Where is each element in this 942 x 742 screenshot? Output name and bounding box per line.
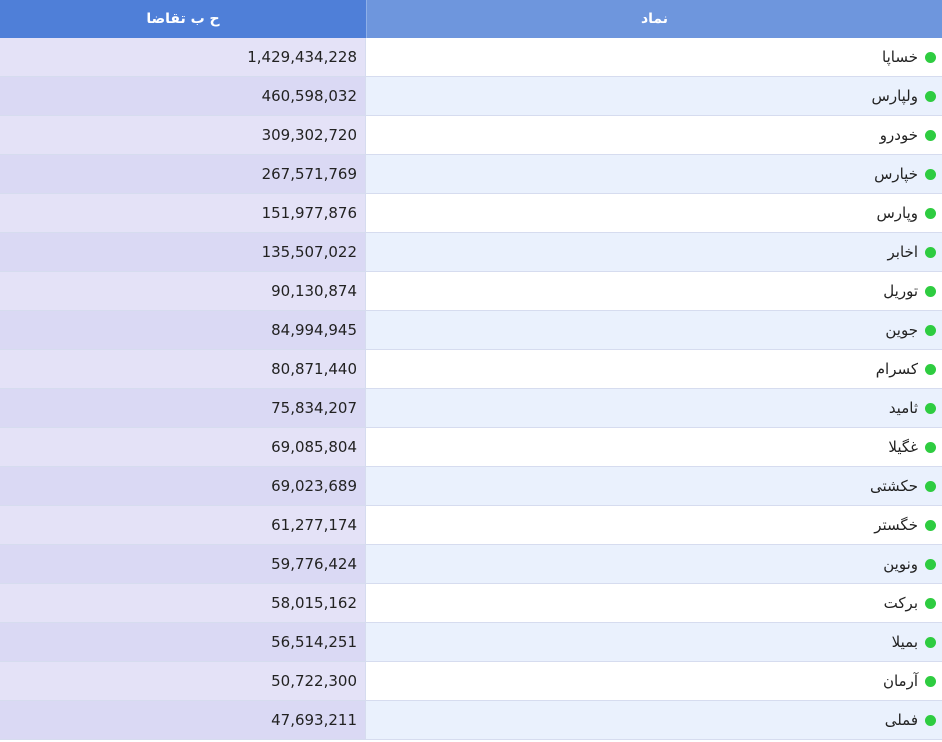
symbol-label: وپارس	[876, 204, 918, 222]
status-dot-icon	[925, 675, 936, 687]
table-row[interactable]: 69,023,689 حکشتی	[0, 467, 942, 506]
symbol-cell[interactable]: توریل	[366, 272, 942, 310]
symbol-cell[interactable]: آرمان	[366, 662, 942, 700]
demand-value-cell: 56,514,251	[0, 623, 366, 661]
table-row[interactable]: 267,571,769 خپارس	[0, 155, 942, 194]
table-row[interactable]: 58,015,162 برکت	[0, 584, 942, 623]
table-row[interactable]: 309,302,720 خودرو	[0, 116, 942, 155]
demand-value-cell: 47,693,211	[0, 701, 366, 739]
symbol-cell[interactable]: بمیلا	[366, 623, 942, 661]
demand-value-cell: 90,130,874	[0, 272, 366, 310]
status-dot-icon	[925, 519, 936, 531]
demand-value-cell: 75,834,207	[0, 389, 366, 427]
symbol-cell[interactable]: خودرو	[366, 116, 942, 154]
table-row[interactable]: 69,085,804 غگیلا	[0, 428, 942, 467]
table-row[interactable]: 61,277,174 خگستر	[0, 506, 942, 545]
demand-value-cell: 151,977,876	[0, 194, 366, 232]
demand-value-cell: 84,994,945	[0, 311, 366, 349]
demand-value-cell: 460,598,032	[0, 77, 366, 115]
symbol-cell[interactable]: غگیلا	[366, 428, 942, 466]
table-row[interactable]: 80,871,440 کسرام	[0, 350, 942, 389]
symbol-label: جوین	[885, 321, 918, 339]
demand-value-cell: 69,023,689	[0, 467, 366, 505]
symbol-cell[interactable]: ولپارس	[366, 77, 942, 115]
status-dot-icon	[925, 714, 936, 726]
symbol-label: اخابر	[887, 243, 918, 261]
symbol-label: خپارس	[874, 165, 918, 183]
demand-value-cell: 80,871,440	[0, 350, 366, 388]
status-dot-icon	[925, 558, 936, 570]
symbol-label: ونوین	[883, 555, 918, 573]
symbol-label: آرمان	[882, 672, 918, 690]
status-dot-icon	[925, 636, 936, 648]
symbol-label: حکشتی	[870, 477, 918, 495]
demand-value-cell: 1,429,434,228	[0, 38, 366, 76]
table-row[interactable]: 135,507,022 اخابر	[0, 233, 942, 272]
symbol-cell[interactable]: خساپا	[366, 38, 942, 76]
symbol-cell[interactable]: ثامید	[366, 389, 942, 427]
demand-value-cell: 267,571,769	[0, 155, 366, 193]
status-dot-icon	[925, 441, 936, 453]
status-dot-icon	[925, 597, 936, 609]
symbol-label: توریل	[883, 282, 918, 300]
demand-value-cell: 309,302,720	[0, 116, 366, 154]
symbol-label: کسرام	[875, 360, 918, 378]
table-row[interactable]: 56,514,251 بمیلا	[0, 623, 942, 662]
symbol-label: خساپا	[882, 48, 918, 66]
status-dot-icon	[925, 363, 936, 375]
symbol-cell[interactable]: ونوین	[366, 545, 942, 583]
symbol-label: برکت	[883, 594, 918, 612]
status-dot-icon	[925, 480, 936, 492]
demand-value-cell: 135,507,022	[0, 233, 366, 271]
table-row[interactable]: 59,776,424 ونوین	[0, 545, 942, 584]
symbol-label: ثامید	[888, 399, 918, 417]
table-body: 1,429,434,228 خساپا 460,598,032 ولپارس 309,3…	[0, 38, 942, 742]
table-row[interactable]: 151,977,876 وپارس	[0, 194, 942, 233]
table-row[interactable]: 460,598,032 ولپارس	[0, 77, 942, 116]
symbol-cell[interactable]: اخابر	[366, 233, 942, 271]
symbol-cell[interactable]: جوین	[366, 311, 942, 349]
symbol-label: غگیلا	[888, 438, 918, 456]
status-dot-icon	[925, 324, 936, 336]
symbol-cell[interactable]: حکشتی	[366, 467, 942, 505]
demand-value-cell: 59,776,424	[0, 545, 366, 583]
status-dot-icon	[925, 246, 936, 258]
symbol-label: بمیلا	[891, 633, 918, 651]
symbol-cell[interactable]: کسرام	[366, 350, 942, 388]
symbol-cell[interactable]: خگستر	[366, 506, 942, 544]
status-dot-icon	[925, 402, 936, 414]
demand-value-cell: 69,085,804	[0, 428, 366, 466]
table-row[interactable]: 84,994,945 جوین	[0, 311, 942, 350]
table-row[interactable]: 1,429,434,228 خساپا	[0, 38, 942, 77]
table-row[interactable]: 47,693,211 فملی	[0, 701, 942, 740]
symbol-label: خگستر	[874, 516, 918, 534]
symbol-cell[interactable]: فملی	[366, 701, 942, 739]
table-row[interactable]: 50,722,300 آرمان	[0, 662, 942, 701]
column-header-demand-value[interactable]: ح ب تقاضا	[0, 0, 366, 38]
symbol-label: فملی	[884, 711, 918, 729]
status-dot-icon	[925, 207, 936, 219]
table-row[interactable]: 75,834,207 ثامید	[0, 389, 942, 428]
symbol-cell[interactable]: برکت	[366, 584, 942, 622]
status-dot-icon	[925, 168, 936, 180]
demand-value-cell: 61,277,174	[0, 506, 366, 544]
status-dot-icon	[925, 90, 936, 102]
status-dot-icon	[925, 129, 936, 141]
status-dot-icon	[925, 285, 936, 297]
column-header-symbol[interactable]: نماد	[366, 0, 942, 38]
table-header: ح ب تقاضا نماد	[0, 0, 942, 38]
table-row[interactable]: 90,130,874 توریل	[0, 272, 942, 311]
symbol-label: ولپارس	[871, 87, 918, 105]
symbol-cell[interactable]: خپارس	[366, 155, 942, 193]
demand-value-cell: 50,722,300	[0, 662, 366, 700]
status-dot-icon	[925, 51, 936, 63]
demand-value-cell: 58,015,162	[0, 584, 366, 622]
symbol-cell[interactable]: وپارس	[366, 194, 942, 232]
symbol-label: خودرو	[879, 126, 918, 144]
